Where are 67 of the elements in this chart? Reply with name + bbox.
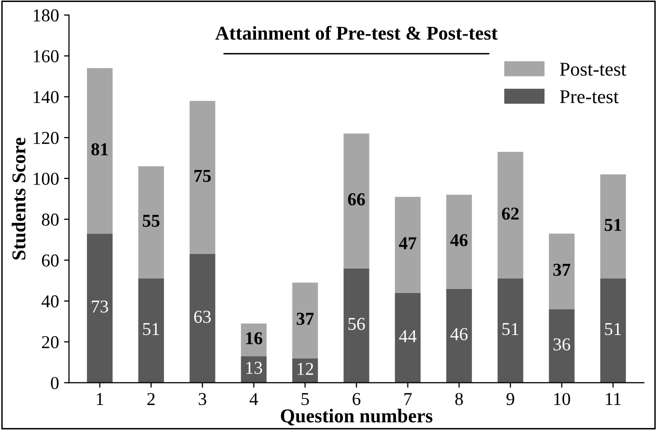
y-tick-label: 100 [34,172,59,185]
data-label: 73 [92,300,108,313]
data-label: 36 [554,338,570,350]
bar [394,196,421,293]
bar [190,100,216,254]
data-label: 51 [604,218,622,231]
x-axis-title: Question numbers [280,408,432,426]
bar [86,234,113,383]
x-tick-label: 6 [352,392,360,406]
bar [498,152,524,279]
data-label: 44 [399,330,416,342]
y-tick-label: 60 [42,254,59,267]
y-tick-label: 0 [50,376,59,390]
x-tick-label: 1 [96,393,104,405]
y-tick-label: 160 [34,50,59,62]
data-label: 37 [296,312,314,325]
data-label: 62 [502,208,519,220]
x-tick-label: 7 [404,393,412,405]
bar [446,194,472,289]
y-tick-label: 140 [34,91,59,104]
bar [86,68,113,234]
y-tick-label: 20 [42,336,59,348]
bar [344,268,370,383]
data-label: 56 [348,318,365,330]
bar [138,278,164,383]
data-label: 16 [246,332,262,344]
chart-title: Attainment of Pre-test & Post-test [215,26,498,40]
bar [292,282,318,358]
bar [548,309,575,383]
x-tick-label: 2 [147,392,155,405]
x-tick-label: 11 [606,393,621,405]
x-tick-label: 5 [302,393,309,406]
data-label: 13 [246,362,262,374]
data-label: 12 [298,362,314,375]
y-tick-label: 120 [34,132,59,144]
bar [548,234,575,310]
data-label: 47 [398,237,416,250]
data-label: 63 [194,310,211,323]
bar [190,254,216,383]
bar [344,134,370,268]
bar [446,288,472,383]
legend-label: Post-test [560,62,626,76]
data-label: 55 [142,214,160,227]
x-tick-label: 8 [455,392,463,406]
legend-label: Pre-test [560,90,619,104]
data-label: 46 [450,234,468,246]
data-label: 75 [194,170,211,182]
x-tick-label: 10 [554,392,570,406]
data-label: 51 [502,323,518,336]
y-tick-label: 40 [42,295,59,308]
data-label: 81 [91,143,108,156]
bar [600,174,626,279]
data-label: 51 [605,323,622,336]
y-axis-title: Students Score [12,138,26,260]
data-label: 66 [348,193,365,206]
x-tick-label: 3 [198,392,206,406]
bar [394,292,421,383]
bar [138,166,164,279]
x-tick-label: 4 [250,393,258,405]
data-label: 51 [143,323,160,336]
data-label: 46 [450,328,468,340]
bar [600,278,626,383]
bar [498,278,524,383]
y-tick-label: 80 [42,214,59,226]
data-label: 37 [553,264,570,276]
y-tick-label: 180 [34,9,59,22]
x-tick-label: 9 [506,392,514,406]
